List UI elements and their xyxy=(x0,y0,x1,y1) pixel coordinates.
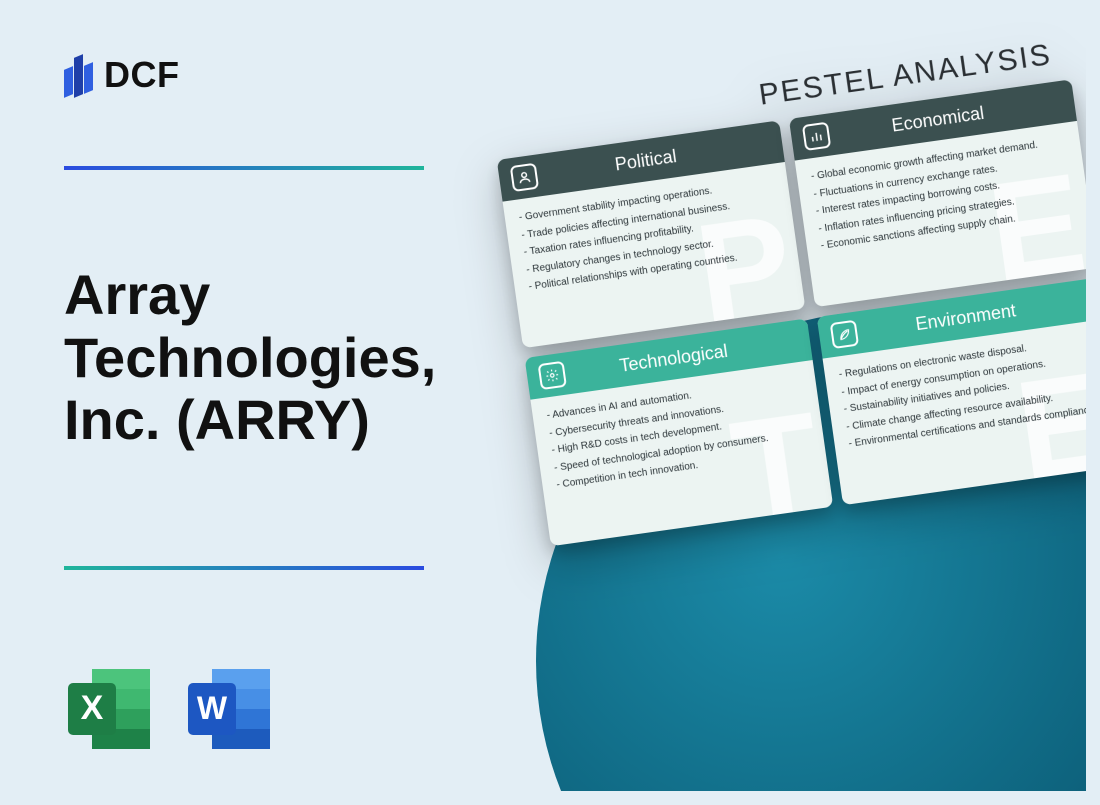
svg-text:X: X xyxy=(81,689,104,727)
logo-text: DCF xyxy=(104,54,180,96)
bars-icon xyxy=(802,122,831,151)
divider-bottom xyxy=(64,566,424,570)
brand-logo: DCF xyxy=(64,50,180,100)
logo-icon xyxy=(64,50,94,100)
excel-icon: X xyxy=(64,663,156,755)
pestel-grid: P Political Government stability impacti… xyxy=(497,79,1086,546)
user-icon xyxy=(510,163,539,192)
divider-top xyxy=(64,166,424,170)
pestel-diagram: PESTEL ANALYSIS P Political Government s… xyxy=(491,36,1086,546)
card-environment: E Environment Regulations on electronic … xyxy=(817,277,1086,505)
card-economical: E Economical Global economic growth affe… xyxy=(789,79,1086,307)
word-icon: W xyxy=(184,663,276,755)
page-title: Array Technologies, Inc. (ARRY) xyxy=(64,264,464,452)
canvas: DCF Array Technologies, Inc. (ARRY) X xyxy=(14,14,1086,791)
svg-text:W: W xyxy=(197,690,228,726)
card-technological: T Technological Advances in AI and autom… xyxy=(525,318,834,546)
gear-icon xyxy=(538,361,567,390)
leaf-icon xyxy=(830,320,859,349)
app-icons-row: X W xyxy=(64,663,276,755)
card-political: P Political Government stability impacti… xyxy=(497,120,806,348)
